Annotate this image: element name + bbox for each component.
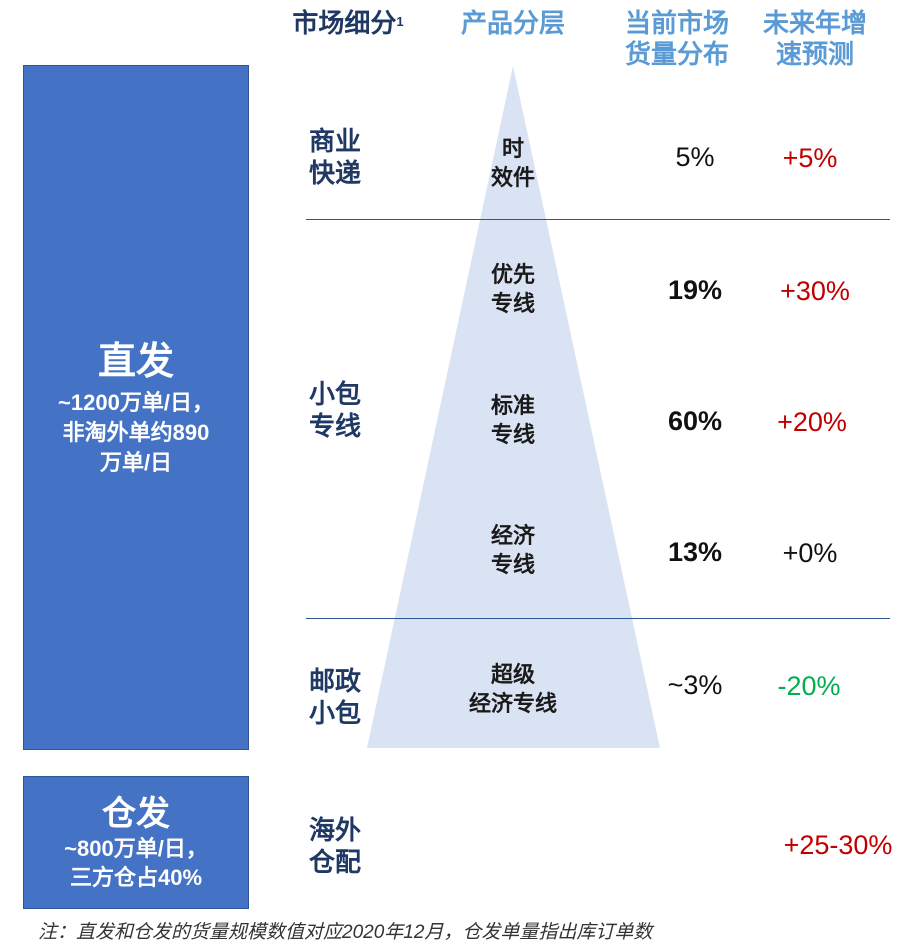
share-priority-line: 19% [667,275,723,305]
header-share-line1: 当前市场 [624,8,729,38]
product-l1: 经济 [490,523,535,548]
product-standard-line: 标准 专线 [433,391,593,449]
product-time-sensitive: 时 效件 [433,134,593,192]
product-l2: 经济专线 [468,691,557,716]
product-priority-line: 优先 专线 [433,260,593,318]
warehouse-title: 仓发 [102,794,170,833]
product-l2: 专线 [490,291,535,316]
header-segment: 市场细分1 [278,8,418,39]
pyramid-shape [367,66,660,748]
header-segment-footnote: 1 [396,14,404,29]
header-product: 产品分层 [460,8,565,38]
header-share-line2: 货量分布 [624,39,729,69]
product-l1: 标准 [490,393,535,418]
share-economy-line: 13% [667,537,723,567]
warehouse-shipping-box: 仓发 ~800万单/日， 三方仓占40% [23,776,249,909]
product-l2: 效件 [490,165,535,190]
growth-time-sensitive: +5% [782,143,838,173]
footnote: 注：直发和仓发的货量规模数值对应2020年12月，仓发单量指出库订单数 [38,922,653,943]
growth-standard-line: +20% [777,407,847,437]
product-l1: 超级 [490,662,535,687]
header-growth: 未来年增 速预测 [750,8,880,70]
product-l2: 专线 [490,552,535,577]
segment-overseas-l2: 仓配 [309,847,362,877]
direct-line3: 万单/日 [99,449,173,475]
segment-overseas-l1: 海外 [309,815,362,845]
warehouse-line2: 三方仓占40% [69,864,203,890]
share-standard-line: 60% [667,406,723,436]
segment-small-l2: 专线 [309,411,362,441]
direct-line2: 非淘外单约890 [62,419,210,445]
segment-small-parcel-line: 小包 专线 [309,378,399,442]
header-share: 当前市场 货量分布 [612,8,742,70]
segment-small-l1: 小包 [309,379,362,409]
growth-overseas-warehouse: +25-30% [783,830,893,860]
segment-postal-l2: 小包 [309,698,362,728]
product-super-economy-line: 超级 经济专线 [433,660,593,718]
direct-title: 直发 [97,340,174,383]
product-l1: 优先 [490,262,535,287]
segment-postal-l1: 邮政 [309,666,362,696]
segment-commercial-l1: 商业 [309,126,362,156]
header-segment-label: 市场细分 [292,8,397,38]
header-growth-line1: 未来年增 [762,8,867,38]
growth-super-economy-line: -20% [777,671,841,701]
divider-top [306,219,890,220]
segment-commercial-express: 商业 快递 [309,125,399,189]
growth-economy-line: +0% [782,538,838,568]
share-super-economy-line: ~3% [667,670,723,700]
segment-postal-small-parcel: 邮政 小包 [309,665,399,729]
share-time-sensitive: 5% [675,142,715,172]
product-l1: 时 [501,136,524,161]
warehouse-line1: ~800万单/日， [64,835,208,861]
direct-line1: ~1200万单/日， [58,389,214,415]
header-growth-line2: 速预测 [775,39,854,69]
divider-bottom [306,618,890,619]
product-l2: 专线 [490,422,535,447]
segment-overseas-warehouse: 海外 仓配 [309,814,399,878]
growth-priority-line: +30% [780,276,850,306]
product-economy-line: 经济 专线 [433,521,593,579]
segment-commercial-l2: 快递 [309,158,362,188]
direct-shipping-box: 直发 ~1200万单/日， 非淘外单约890 万单/日 [23,65,249,750]
